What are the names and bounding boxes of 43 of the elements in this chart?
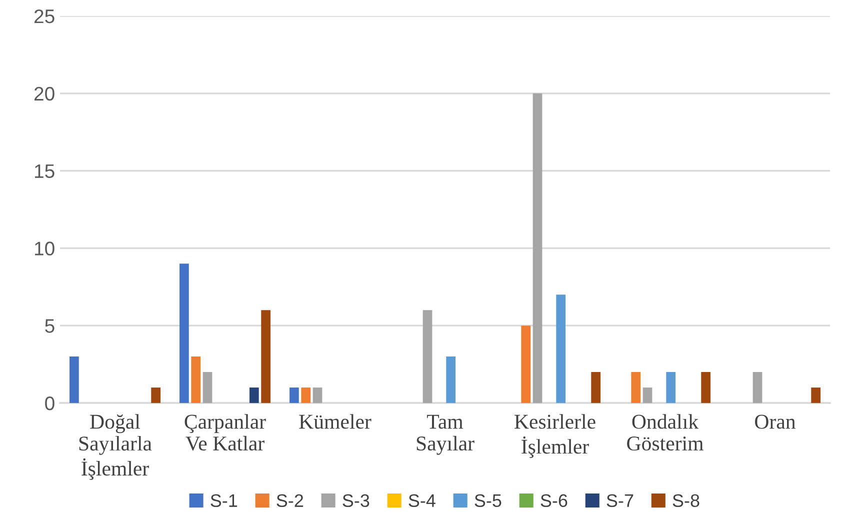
bar [591, 372, 600, 403]
y-tick-label: 15 [34, 164, 54, 178]
y-tick-label: 20 [34, 86, 54, 101]
bar [422, 310, 432, 403]
x-tick-label: Oran [755, 414, 796, 429]
bar [301, 388, 311, 403]
x-tick-label: Ondalık Gösterim [627, 414, 704, 451]
x-tick-label: Kesirlerle İşlemler [514, 414, 596, 458]
bar [312, 388, 322, 403]
bar [151, 388, 160, 403]
y-tick-label: 0 [45, 396, 54, 410]
x-tick-label: Kümeler [299, 414, 372, 429]
bar [532, 93, 542, 403]
y-tick-label: 5 [45, 319, 54, 333]
legend-label: S-3 [342, 494, 370, 508]
bar [446, 356, 456, 403]
x-tick-label: Çarpanlar Ve Katlar [184, 414, 266, 451]
bar [290, 388, 299, 403]
legend-label: S-8 [672, 494, 700, 508]
bar [521, 326, 531, 403]
bar [70, 356, 79, 403]
bar [249, 388, 259, 403]
legend-label: S-6 [540, 494, 568, 508]
legend-label: S-1 [210, 494, 238, 508]
bar [556, 294, 566, 403]
legend-label: S-2 [276, 494, 304, 508]
bar [666, 372, 676, 403]
bar [752, 372, 762, 403]
bar [202, 372, 212, 403]
bar [261, 310, 270, 403]
bar [701, 372, 710, 403]
legend-label: S-5 [474, 494, 502, 508]
legend-label: S-4 [408, 494, 436, 508]
x-tick-label: Doğal Sayılarla İşlemler [79, 414, 152, 480]
bar [811, 388, 820, 403]
bar [191, 356, 201, 403]
bar [642, 388, 652, 403]
y-tick-label: 25 [34, 9, 54, 24]
legend-label: S-7 [606, 494, 634, 508]
bar [631, 372, 641, 403]
x-tick-label: Tam Sayılar [416, 414, 474, 455]
bar [180, 264, 189, 403]
y-tick-label: 10 [34, 242, 54, 256]
